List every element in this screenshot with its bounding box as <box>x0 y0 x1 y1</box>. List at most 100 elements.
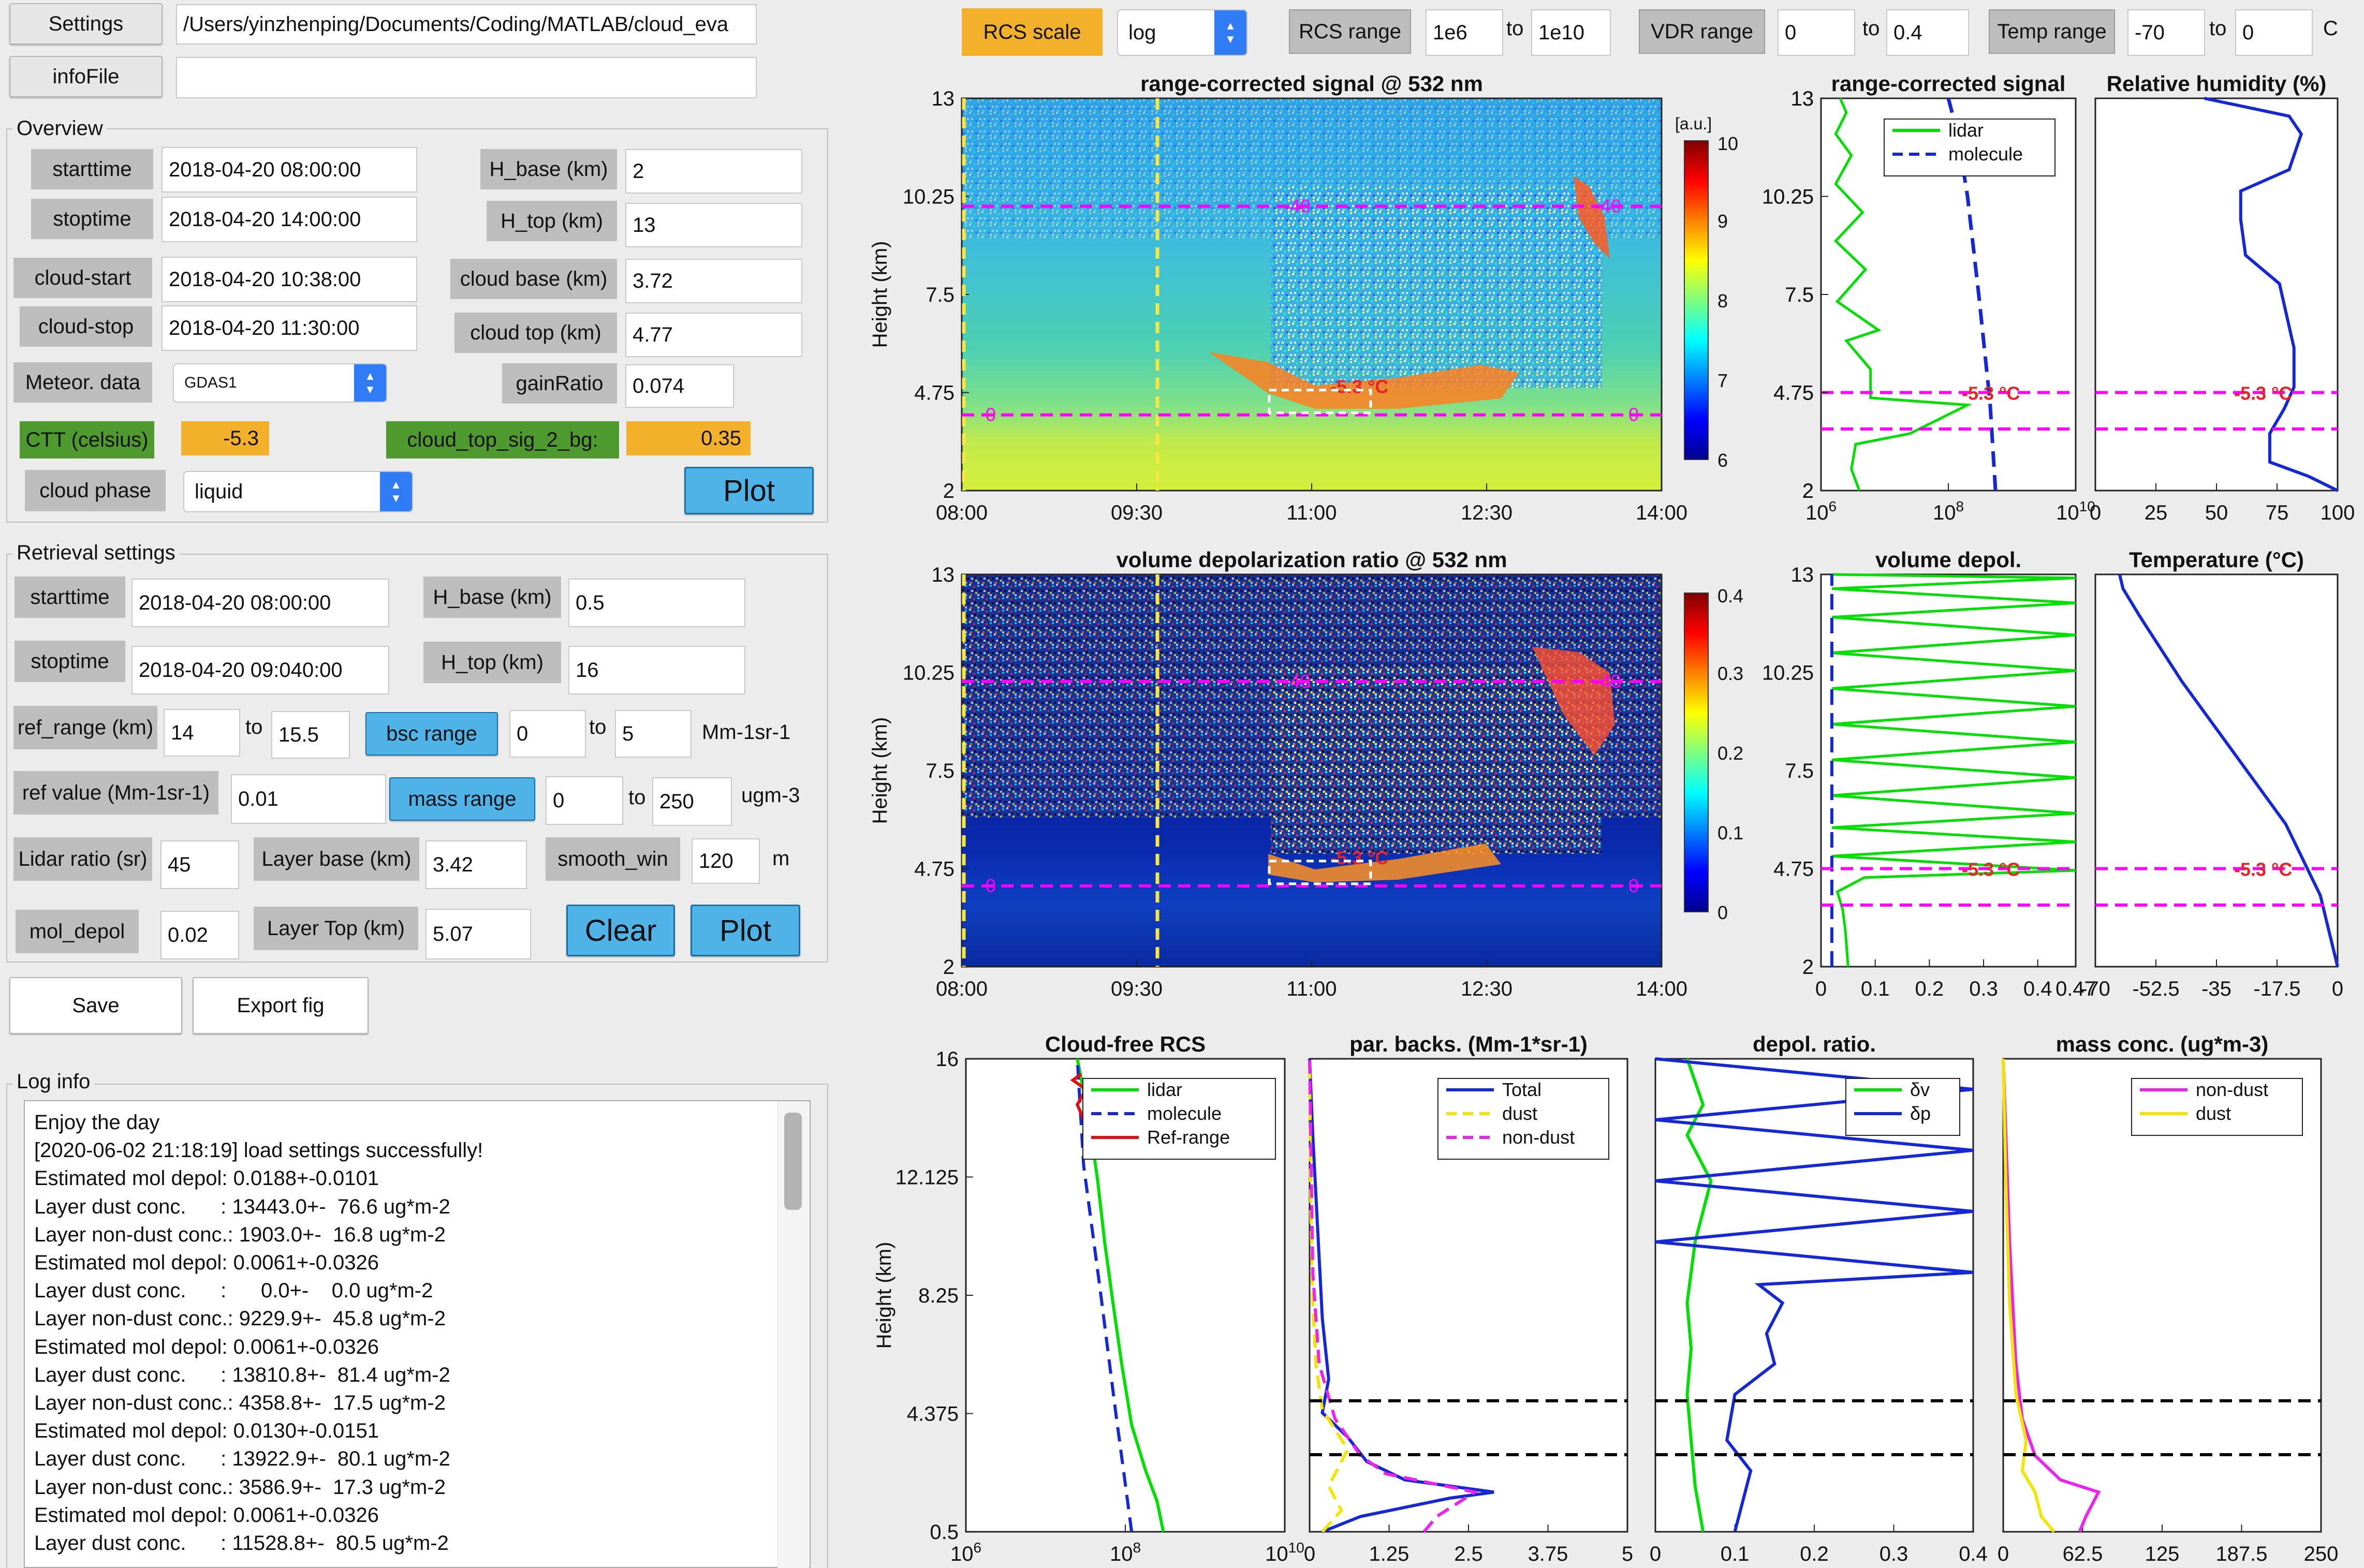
temp-from-field[interactable]: -70 <box>2127 9 2205 56</box>
retrieval-plot-button[interactable]: Plot <box>691 905 800 956</box>
overview-hbase-field[interactable]: 2 <box>625 149 802 194</box>
mass-from-field[interactable]: 0 <box>546 776 623 825</box>
layer-base-field[interactable]: 3.42 <box>425 840 527 889</box>
y-tick-label: 10.25 <box>903 662 955 685</box>
vdr-cloud-layer <box>1268 844 1501 882</box>
ref-value-field[interactable]: 0.01 <box>231 774 386 824</box>
retrieval-hbase-label: H_base (km) <box>423 576 561 618</box>
y-tick-label: 4.75 <box>914 382 955 405</box>
cloud-top-label: cloud top (km) <box>454 313 617 353</box>
vdr-to-label: to <box>1862 17 1880 40</box>
retrieval-hbase-field[interactable]: 0.5 <box>568 579 745 627</box>
rcs-cloud-noise-region <box>1271 186 1602 388</box>
x-tick-label: 3.75 <box>1528 1543 1568 1565</box>
y-tick-label: 4.375 <box>907 1403 959 1426</box>
plot-ylabel-1: Height (km) <box>869 717 891 824</box>
legend-label: lidar <box>1948 120 1984 141</box>
ref-range-from-field[interactable]: 14 <box>164 709 240 757</box>
overview-stoptime-field[interactable]: 2018-04-20 14:00:00 <box>161 197 417 242</box>
y-tick-label: 2 <box>943 956 955 979</box>
bsc-range-button[interactable]: bsc range <box>365 712 498 756</box>
plot-title-2: range-corrected signal <box>1831 71 2066 96</box>
series-line-total <box>1308 1058 1494 1533</box>
retrieval-htop-field[interactable]: 16 <box>568 646 745 694</box>
plot-title-8: depol. ratio. <box>1753 1032 1876 1056</box>
path-field[interactable]: /Users/yinzhenping/Documents/Coding/MATL… <box>176 4 757 45</box>
temp-to-field[interactable]: 0 <box>2235 9 2313 56</box>
x-tick-label: 0.1 <box>1861 978 1890 1000</box>
legend-box <box>2131 1078 2303 1136</box>
x-tick-label: 12:30 <box>1461 501 1513 524</box>
smooth-win-field[interactable]: 120 <box>692 838 760 884</box>
ref-range-to-field[interactable]: 15.5 <box>271 711 350 759</box>
overview-plot-button[interactable]: Plot <box>684 467 814 514</box>
cloud-phase-select[interactable]: liquid ▲ ▼ <box>183 471 413 512</box>
retrieval-stoptime-field[interactable]: 2018-04-20 09:040:00 <box>131 646 389 694</box>
export-fig-button[interactable]: Export fig <box>193 977 369 1034</box>
rcs-scale-select[interactable]: log ▲ ▼ <box>1117 9 1247 56</box>
plot-title-3: Relative humidity (%) <box>2107 71 2327 96</box>
updown-arrows-icon: ▲ ▼ <box>380 472 412 511</box>
x-tick-label: 1010 <box>1265 1540 1304 1565</box>
series-line-lidar <box>1833 98 1973 491</box>
meteor-data-select[interactable]: GDAS1 ▲ ▼ <box>173 363 387 403</box>
infofile-field[interactable] <box>176 57 757 98</box>
log-line: Layer non-dust conc.: 1903.0+- 16.8 ug*m… <box>34 1223 446 1246</box>
x-tick-label: 50 <box>2205 501 2228 524</box>
lidar-ratio-label: Lidar ratio (sr) <box>13 837 152 881</box>
log-textarea[interactable]: Enjoy the day [2020-06-02 21:18:19] load … <box>24 1100 811 1568</box>
legend-label: dust <box>1502 1103 1537 1124</box>
bsc-to-label: to <box>589 715 607 738</box>
legend-label: δp <box>1910 1103 1931 1124</box>
x-tick-label: 12:30 <box>1461 978 1513 1000</box>
series-line-lidar <box>1831 573 2076 967</box>
legend-label: non-dust <box>2196 1079 2268 1100</box>
overview-starttime-field[interactable]: 2018-04-20 08:00:00 <box>161 147 417 193</box>
cloud-stop-field[interactable]: 2018-04-20 11:30:00 <box>161 305 417 351</box>
gain-ratio-field[interactable]: 0.074 <box>625 364 734 408</box>
legend-box <box>1884 119 2055 176</box>
y-tick-label: 16 <box>936 1048 959 1071</box>
y-tick-label: 7.5 <box>1785 284 1814 306</box>
log-title: Log info <box>12 1070 95 1093</box>
lidar-ratio-field[interactable]: 45 <box>160 840 239 889</box>
x-tick-label: 1.25 <box>1369 1543 1409 1565</box>
x-tick-label: 0.2 <box>1915 978 1944 1000</box>
bsc-to-field[interactable]: 5 <box>615 710 692 758</box>
mass-to-field[interactable]: 250 <box>652 777 732 826</box>
x-tick-label: -52.5 <box>2132 978 2179 1000</box>
infofile-button[interactable]: infoFile <box>9 56 163 97</box>
log-line: Estimated mol depol: 0.0061+-0.0326 <box>34 1503 379 1527</box>
isotherm-label: 0 <box>1628 875 1639 896</box>
rcs-from-field[interactable]: 1e6 <box>1426 9 1503 56</box>
log-scrollbar[interactable] <box>777 1101 809 1568</box>
colorbar-tick-label: 0.4 <box>1717 585 1743 607</box>
clear-button[interactable]: Clear <box>566 905 675 956</box>
vdr-from-field[interactable]: 0 <box>1778 9 1855 56</box>
cloud-temp-label: -5.3 °C <box>1330 376 1388 397</box>
x-tick-label: 0.3 <box>1880 1543 1908 1565</box>
updown-arrows-icon: ▲ ▼ <box>354 364 386 402</box>
plot-title-7: par. backs. (Mm-1*sr-1) <box>1349 1032 1588 1056</box>
cloud-top-field[interactable]: 4.77 <box>625 313 802 357</box>
x-tick-label: 100 <box>2321 501 2355 524</box>
rcs-to-field[interactable]: 1e10 <box>1531 9 1611 56</box>
overview-htop-field[interactable]: 13 <box>625 203 802 247</box>
bsc-from-field[interactable]: 0 <box>509 710 586 758</box>
save-button[interactable]: Save <box>9 977 182 1034</box>
layer-top-field[interactable]: 5.07 <box>425 909 531 959</box>
mol-depol-field[interactable]: 0.02 <box>160 911 239 959</box>
cloud-start-field[interactable]: 2018-04-20 10:38:00 <box>161 257 417 302</box>
y-tick-label: 7.5 <box>1785 760 1814 782</box>
mass-range-button[interactable]: mass range <box>389 777 535 821</box>
log-scroll-thumb[interactable] <box>784 1113 802 1210</box>
smooth-unit-label: m <box>772 847 790 870</box>
colorbar-tick-label: 0.1 <box>1717 822 1743 844</box>
settings-button[interactable]: Settings <box>9 3 163 45</box>
retrieval-starttime-field[interactable]: 2018-04-20 08:00:00 <box>131 579 389 627</box>
x-tick-label: 0 <box>1304 1543 1315 1565</box>
x-tick-label: 11:00 <box>1286 501 1337 524</box>
cloud-base-field[interactable]: 3.72 <box>625 259 802 303</box>
vdr-to-field[interactable]: 0.4 <box>1886 9 1969 56</box>
x-tick-label: 0.1 <box>1721 1543 1750 1565</box>
